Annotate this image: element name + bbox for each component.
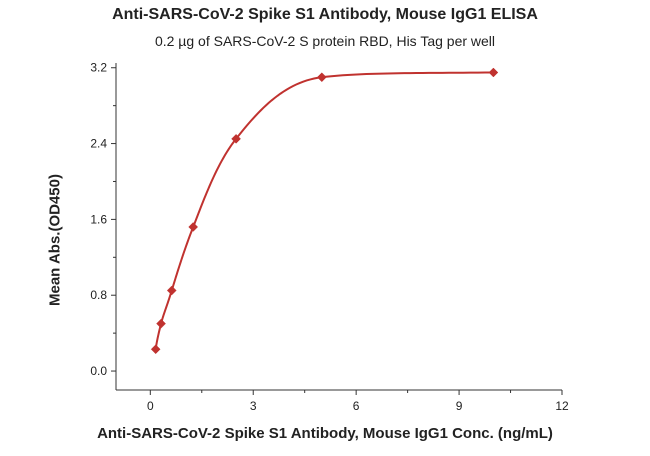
data-point-diamond xyxy=(188,222,199,232)
fit-curve-0 xyxy=(154,71,494,350)
y-tick-label: 0.8 xyxy=(90,288,107,302)
x-tick-label: 6 xyxy=(353,399,360,413)
data-point-diamond xyxy=(150,344,161,355)
x-axis-label: Anti-SARS-CoV-2 Spike S1 Antibody, Mouse… xyxy=(97,425,553,442)
x-tick-label: 3 xyxy=(250,399,257,413)
x-tick-label: 9 xyxy=(456,399,463,413)
y-tick-label: 3.2 xyxy=(90,61,107,75)
chart-subtitle: 0.2 µg of SARS-CoV-2 S protein RBD, His … xyxy=(154,33,496,49)
x-tick-label: 12 xyxy=(555,399,569,413)
y-tick-label: 0.0 xyxy=(90,364,107,378)
y-tick-label: 1.6 xyxy=(90,212,107,226)
data-point-diamond xyxy=(316,72,327,83)
data-point-diamond xyxy=(156,318,166,329)
data-point-diamond xyxy=(166,285,177,296)
x-tick-label: 0 xyxy=(147,399,154,413)
data-point-diamond xyxy=(231,133,241,144)
data-point-diamond xyxy=(488,67,499,78)
chart-title: Anti-SARS-CoV-2 Spike S1 Antibody, Mouse… xyxy=(112,6,538,23)
y-tick-label: 2.4 xyxy=(90,137,107,151)
